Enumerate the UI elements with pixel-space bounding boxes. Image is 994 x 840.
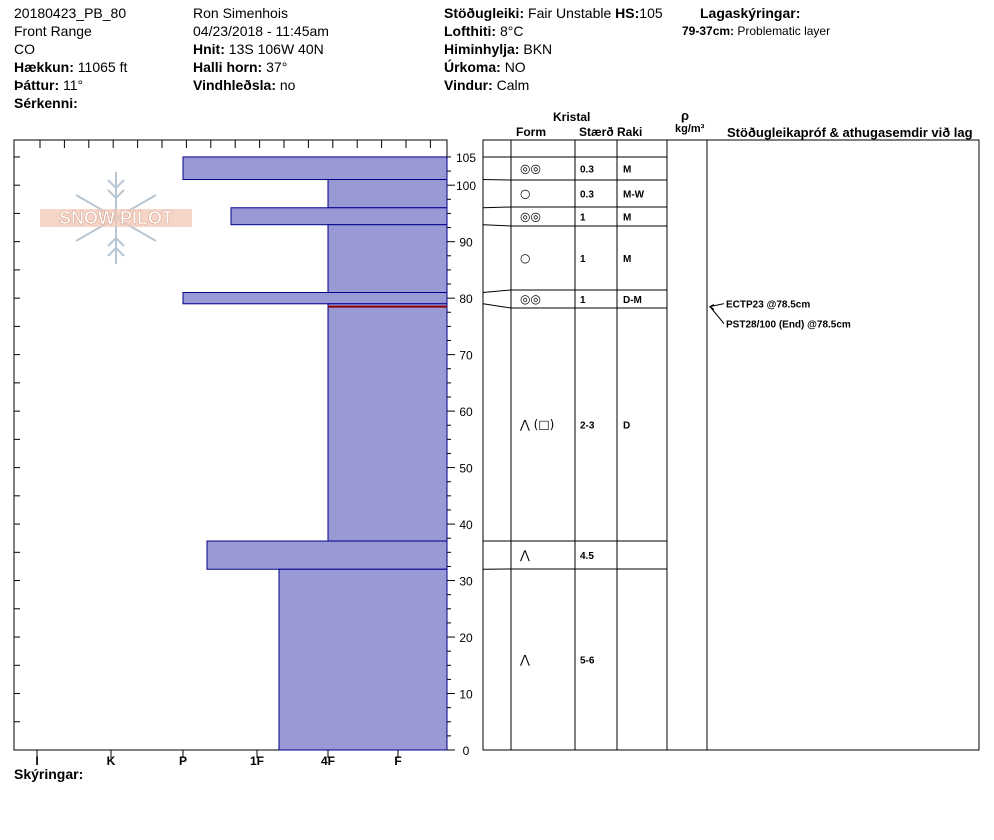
layer-bar	[327, 303, 448, 542]
pit-id: 20180423_PB_80	[14, 5, 127, 21]
row-connector	[482, 303, 512, 309]
rho-header: ρ	[681, 108, 690, 123]
moisture-header: Raki	[617, 125, 643, 139]
crystal-form: ◎◎	[520, 292, 541, 306]
crystal-form: ○	[520, 187, 530, 201]
test-arrow	[709, 306, 725, 324]
form-header: Form	[516, 125, 546, 139]
slope: Halli horn: 37°	[193, 59, 288, 75]
test-arrowhead	[709, 304, 715, 311]
stability-test: PST28/100 (End) @78.5cm	[726, 320, 851, 331]
crystal-size: 0.3	[580, 190, 594, 201]
crystal-moisture: M-W	[623, 190, 645, 201]
crystal-size: 0.3	[580, 165, 594, 176]
hardness-label: 1F	[250, 754, 264, 768]
height-label: 10	[459, 688, 473, 702]
svg-text:SNOW PILOT: SNOW PILOT	[59, 208, 173, 228]
layer-notes-label: Lagaskýringar:	[700, 5, 801, 21]
hardness-label: F	[394, 754, 401, 768]
density-unit-header: kg/m³	[675, 123, 705, 135]
height-label: 100	[456, 179, 476, 193]
height-label: 40	[459, 518, 473, 532]
wind-load: Vindhleðsla: no	[193, 77, 296, 93]
header-col1: 20180423_PB_80 Front Range CO Hækkun: 11…	[14, 4, 127, 112]
stability: Stöðugleiki: Fair Unstable HS:105	[444, 5, 663, 21]
crystal-size: 4.5	[580, 551, 594, 562]
hardness-label: 4F	[321, 754, 335, 768]
height-label: 60	[459, 405, 473, 419]
height-label: 30	[459, 575, 473, 589]
hardness-label: I	[35, 754, 38, 768]
layer-note: 79-37cm: Problematic layer	[682, 24, 831, 38]
hardness-label: P	[179, 754, 187, 768]
hardness-label: K	[107, 754, 116, 768]
crystal-form: ⋀	[519, 653, 530, 667]
height-label: 70	[459, 349, 473, 363]
datetime: 04/23/2018 - 11:45am	[193, 23, 329, 39]
crystal-form: ⋀ (□)	[519, 418, 554, 432]
crystal-size: 1	[580, 213, 586, 224]
crystal-size: 5-6	[580, 656, 595, 667]
height-label: 20	[459, 631, 473, 645]
layer-bar	[230, 207, 448, 226]
crystal-size: 1	[580, 295, 586, 306]
tests-header: Stöðugleikapróf & athugasemdir við lag	[727, 125, 973, 140]
layer-bar	[206, 540, 448, 570]
crystal-moisture: M	[623, 254, 631, 265]
elevation: Hækkun: 11065 ft	[14, 59, 128, 75]
observer: Ron Simenhois	[193, 5, 288, 21]
crystal-moisture: M	[623, 213, 631, 224]
sky: Himinhylja: BKN	[444, 41, 553, 57]
crystal-header: Kristal	[553, 110, 591, 124]
row-connector	[482, 224, 512, 227]
coords: Hnit: 13S 106W 40N	[193, 41, 324, 57]
crystal-form: ◎◎	[520, 162, 541, 176]
height-label: 0	[463, 744, 470, 758]
crystal-form: ○	[520, 251, 530, 265]
crystal-moisture: D	[623, 421, 630, 432]
header-col3: Stöðugleiki: Fair Unstable HS:105 Lofthi…	[444, 4, 663, 94]
crystal-size: 1	[580, 254, 586, 265]
row-connector	[482, 289, 512, 293]
height-label: 105	[456, 151, 476, 165]
wind: Vindur: Calm	[444, 77, 530, 93]
crystal-form: ⋀	[519, 548, 530, 562]
layer-bar	[278, 568, 448, 751]
aspect: Þáttur: 11°	[14, 77, 84, 93]
range: Front Range	[14, 23, 92, 39]
size-header: Stærð	[579, 125, 614, 139]
height-label: 80	[459, 292, 473, 306]
header-col2: Ron Simenhois 04/23/2018 - 11:45am Hnit:…	[193, 4, 329, 94]
special: Sérkenni:	[14, 95, 78, 111]
height-label: 90	[459, 236, 473, 250]
crystal-moisture: M	[623, 165, 631, 176]
footer-label: Skýringar:	[14, 766, 84, 782]
height-label: 50	[459, 462, 473, 476]
layer-bar	[327, 224, 448, 294]
layer-bar	[182, 156, 448, 181]
row-connector	[482, 206, 512, 209]
crystal-table-frame	[482, 139, 980, 751]
header-col4: Lagaskýringar: 79-37cm: Problematic laye…	[682, 4, 830, 40]
footer: Skýringar:	[14, 765, 83, 783]
layer-bar	[182, 292, 448, 305]
stability-test: ECTP23 @78.5cm	[726, 300, 810, 311]
snowpilot-logo: SNOW PILOT	[40, 172, 192, 264]
state: CO	[14, 41, 35, 57]
precip: Úrkoma: NO	[444, 59, 526, 75]
crystal-form: ◎◎	[520, 210, 541, 224]
air-temp: Lofthiti: 8°C	[444, 23, 524, 39]
layer-bar	[327, 179, 448, 209]
crystal-size: 2-3	[580, 421, 595, 432]
test-arrow	[709, 303, 725, 308]
crystal-moisture: D-M	[623, 295, 642, 306]
